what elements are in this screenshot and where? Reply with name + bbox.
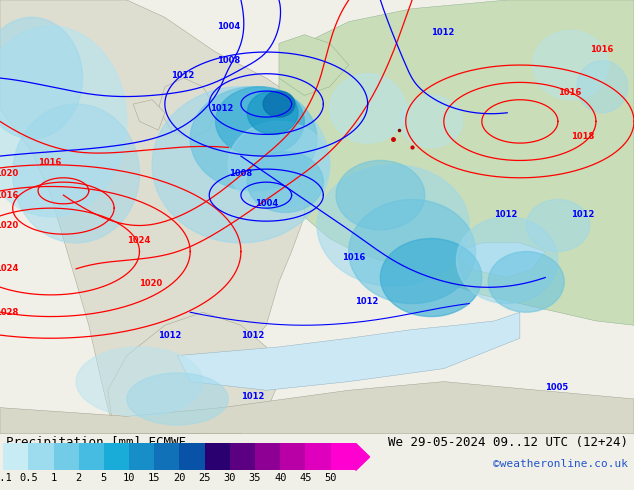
Bar xyxy=(29,443,53,470)
Ellipse shape xyxy=(127,373,228,425)
Ellipse shape xyxy=(216,87,304,156)
Text: ©weatheronline.co.uk: ©weatheronline.co.uk xyxy=(493,459,628,469)
Bar xyxy=(255,443,280,470)
Text: 5: 5 xyxy=(101,473,107,483)
Text: 1024: 1024 xyxy=(0,265,18,273)
Ellipse shape xyxy=(0,17,82,139)
Text: 1012: 1012 xyxy=(241,331,264,340)
Ellipse shape xyxy=(13,104,139,243)
Ellipse shape xyxy=(190,87,317,191)
Text: 1020: 1020 xyxy=(0,169,18,178)
Text: 1004: 1004 xyxy=(255,199,278,208)
Text: 1012: 1012 xyxy=(431,28,455,37)
Text: 1012: 1012 xyxy=(210,104,233,113)
Bar xyxy=(230,443,255,470)
Ellipse shape xyxy=(399,96,463,147)
Text: 50: 50 xyxy=(325,473,337,483)
Text: 1008: 1008 xyxy=(217,56,240,65)
Polygon shape xyxy=(0,0,330,434)
Text: 1012: 1012 xyxy=(171,71,195,80)
Text: 10: 10 xyxy=(123,473,135,483)
Text: 1008: 1008 xyxy=(230,169,252,178)
Ellipse shape xyxy=(577,61,628,113)
Bar xyxy=(53,443,79,470)
Bar xyxy=(154,443,179,470)
Polygon shape xyxy=(158,78,216,139)
Text: 15: 15 xyxy=(148,473,160,483)
Ellipse shape xyxy=(152,87,330,243)
Text: 1018: 1018 xyxy=(571,132,594,141)
Ellipse shape xyxy=(488,251,564,312)
Text: 1012: 1012 xyxy=(571,210,594,219)
Text: 1016: 1016 xyxy=(590,45,613,54)
Text: 1016: 1016 xyxy=(342,253,366,262)
Text: 1016: 1016 xyxy=(38,158,61,167)
Text: 1028: 1028 xyxy=(0,308,18,317)
Text: 1020: 1020 xyxy=(139,279,163,288)
Text: 1012: 1012 xyxy=(355,296,378,306)
Text: 1012: 1012 xyxy=(495,210,518,219)
Polygon shape xyxy=(133,100,165,130)
Bar xyxy=(3,443,29,470)
Text: 1016: 1016 xyxy=(0,191,18,199)
Bar xyxy=(205,443,230,470)
Polygon shape xyxy=(108,312,279,434)
Text: 1004: 1004 xyxy=(217,22,240,30)
Ellipse shape xyxy=(380,239,482,317)
Text: 30: 30 xyxy=(224,473,236,483)
Text: 35: 35 xyxy=(249,473,261,483)
Bar xyxy=(79,443,104,470)
Ellipse shape xyxy=(317,165,469,286)
Bar xyxy=(104,443,129,470)
Text: 20: 20 xyxy=(173,473,186,483)
Text: 0.5: 0.5 xyxy=(19,473,38,483)
Bar xyxy=(306,443,330,470)
Ellipse shape xyxy=(76,347,203,416)
Text: 25: 25 xyxy=(198,473,211,483)
Polygon shape xyxy=(0,382,634,434)
Polygon shape xyxy=(279,0,634,325)
Polygon shape xyxy=(279,35,349,96)
Ellipse shape xyxy=(247,152,323,213)
Ellipse shape xyxy=(526,199,590,251)
Ellipse shape xyxy=(456,217,558,303)
Text: 1: 1 xyxy=(51,473,56,483)
Text: 1016: 1016 xyxy=(558,88,581,98)
Ellipse shape xyxy=(336,160,425,230)
Text: We 29-05-2024 09..12 UTC (12+24): We 29-05-2024 09..12 UTC (12+24) xyxy=(387,437,628,449)
Ellipse shape xyxy=(0,26,127,217)
Ellipse shape xyxy=(330,74,406,143)
Text: 1012: 1012 xyxy=(241,392,264,401)
Polygon shape xyxy=(178,312,520,390)
Text: 1012: 1012 xyxy=(158,331,182,340)
Text: 0.1: 0.1 xyxy=(0,473,13,483)
Bar xyxy=(179,443,205,470)
Ellipse shape xyxy=(263,91,295,117)
Polygon shape xyxy=(356,443,370,470)
Ellipse shape xyxy=(228,122,330,208)
Ellipse shape xyxy=(349,199,476,304)
Text: 40: 40 xyxy=(274,473,287,483)
Text: Precipitation [mm] ECMWF: Precipitation [mm] ECMWF xyxy=(6,437,186,449)
Bar xyxy=(129,443,154,470)
Text: 1005: 1005 xyxy=(545,383,569,392)
Text: 1020: 1020 xyxy=(0,221,18,230)
Bar xyxy=(280,443,306,470)
Polygon shape xyxy=(456,243,545,277)
Ellipse shape xyxy=(533,30,609,100)
Bar xyxy=(330,443,356,470)
Text: 45: 45 xyxy=(299,473,312,483)
Text: 1024: 1024 xyxy=(127,236,150,245)
Text: 2: 2 xyxy=(75,473,82,483)
Ellipse shape xyxy=(247,91,298,134)
